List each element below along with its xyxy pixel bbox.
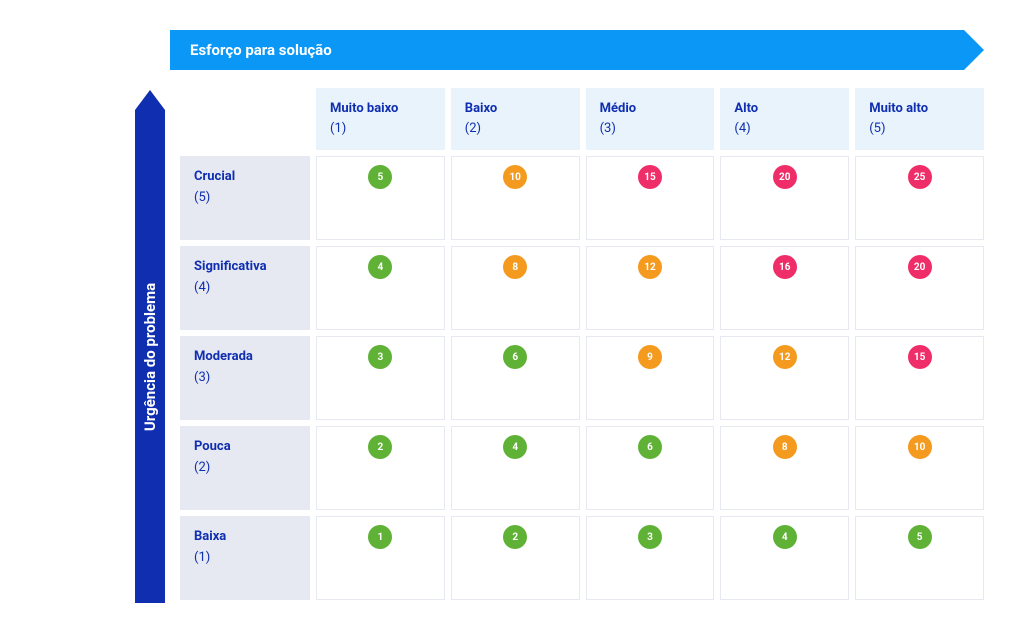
score-badge: 5 xyxy=(368,165,392,189)
matrix-cell: 15 xyxy=(586,156,715,240)
matrix-cell: 2 xyxy=(316,426,445,510)
effort-axis-bar: Esforço para solução xyxy=(170,30,964,70)
row-header-score: (4) xyxy=(194,279,296,297)
matrix-cell: 5 xyxy=(855,516,984,600)
column-header-name: Muito baixo xyxy=(330,101,398,116)
matrix-cell: 5 xyxy=(316,156,445,240)
urgency-axis-arrowhead-icon xyxy=(135,90,165,110)
column-header-name: Médio xyxy=(600,101,637,116)
score-badge: 4 xyxy=(503,435,527,459)
row-header: Significativa (4) xyxy=(180,246,310,330)
score-badge: 2 xyxy=(503,525,527,549)
matrix-cell: 16 xyxy=(720,246,849,330)
row-header-name: Significativa xyxy=(194,259,267,274)
row-header: Crucial (5) xyxy=(180,156,310,240)
score-badge: 12 xyxy=(773,345,797,369)
score-badge: 10 xyxy=(503,165,527,189)
column-header: Alto (4) xyxy=(720,88,849,150)
row-header: Pouca (2) xyxy=(180,426,310,510)
priority-matrix: Muito baixo (1) Baixo (2) Médio (3) Alto (4) Mui… xyxy=(180,88,984,600)
row-header-score: (2) xyxy=(194,459,296,477)
row-header-score: (3) xyxy=(194,369,296,387)
matrix-cell: 20 xyxy=(855,246,984,330)
matrix-cell: 4 xyxy=(316,246,445,330)
matrix-cell: 2 xyxy=(451,516,580,600)
grid-corner-spacer xyxy=(180,88,310,150)
score-badge: 3 xyxy=(368,345,392,369)
score-badge: 9 xyxy=(638,345,662,369)
column-header: Muito alto (5) xyxy=(855,88,984,150)
row-header-name: Pouca xyxy=(194,439,231,454)
urgency-axis-bar: Urgência do problema xyxy=(135,110,165,603)
matrix-cell: 1 xyxy=(316,516,445,600)
score-badge: 6 xyxy=(503,345,527,369)
score-badge: 3 xyxy=(638,525,662,549)
score-badge: 2 xyxy=(368,435,392,459)
row-header-score: (1) xyxy=(194,549,296,567)
column-header-score: (5) xyxy=(869,120,970,138)
matrix-cell: 8 xyxy=(720,426,849,510)
matrix-cell: 10 xyxy=(855,426,984,510)
row-header: Baixa (1) xyxy=(180,516,310,600)
column-header-name: Baixo xyxy=(465,101,497,116)
score-badge: 8 xyxy=(773,435,797,459)
score-badge: 20 xyxy=(773,165,797,189)
score-badge: 6 xyxy=(638,435,662,459)
score-badge: 8 xyxy=(503,255,527,279)
matrix-cell: 6 xyxy=(586,426,715,510)
urgency-axis-label: Urgência do problema xyxy=(141,282,159,430)
score-badge: 16 xyxy=(773,255,797,279)
score-badge: 4 xyxy=(368,255,392,279)
column-header-score: (2) xyxy=(465,120,566,138)
row-header: Moderada (3) xyxy=(180,336,310,420)
score-badge: 4 xyxy=(773,525,797,549)
row-header-name: Baixa xyxy=(194,529,226,544)
matrix-cell: 10 xyxy=(451,156,580,240)
matrix-cell: 25 xyxy=(855,156,984,240)
score-badge: 15 xyxy=(638,165,662,189)
row-header-name: Crucial xyxy=(194,169,235,184)
column-header-score: (4) xyxy=(734,120,835,138)
matrix-cell: 12 xyxy=(586,246,715,330)
matrix-cell: 3 xyxy=(316,336,445,420)
score-badge: 10 xyxy=(908,435,932,459)
urgency-axis-banner: Urgência do problema xyxy=(135,90,165,603)
column-header: Baixo (2) xyxy=(451,88,580,150)
effort-axis-banner: Esforço para solução xyxy=(170,30,984,70)
matrix-cell: 20 xyxy=(720,156,849,240)
score-badge: 15 xyxy=(908,345,932,369)
score-badge: 20 xyxy=(908,255,932,279)
effort-axis-arrowhead-icon xyxy=(964,30,984,70)
row-header-score: (5) xyxy=(194,189,296,207)
column-header: Muito baixo (1) xyxy=(316,88,445,150)
score-badge: 12 xyxy=(638,255,662,279)
matrix-cell: 3 xyxy=(586,516,715,600)
row-header-name: Moderada xyxy=(194,349,253,364)
matrix-cell: 8 xyxy=(451,246,580,330)
column-header-name: Alto xyxy=(734,101,758,116)
matrix-cell: 9 xyxy=(586,336,715,420)
matrix-cell: 4 xyxy=(451,426,580,510)
score-badge: 25 xyxy=(908,165,932,189)
effort-axis-label: Esforço para solução xyxy=(190,41,332,59)
column-header-name: Muito alto xyxy=(869,101,928,116)
column-header-score: (3) xyxy=(600,120,701,138)
matrix-cell: 12 xyxy=(720,336,849,420)
column-header: Médio (3) xyxy=(586,88,715,150)
score-badge: 1 xyxy=(368,525,392,549)
score-badge: 5 xyxy=(908,525,932,549)
matrix-cell: 4 xyxy=(720,516,849,600)
matrix-cell: 6 xyxy=(451,336,580,420)
matrix-cell: 15 xyxy=(855,336,984,420)
column-header-score: (1) xyxy=(330,120,431,138)
